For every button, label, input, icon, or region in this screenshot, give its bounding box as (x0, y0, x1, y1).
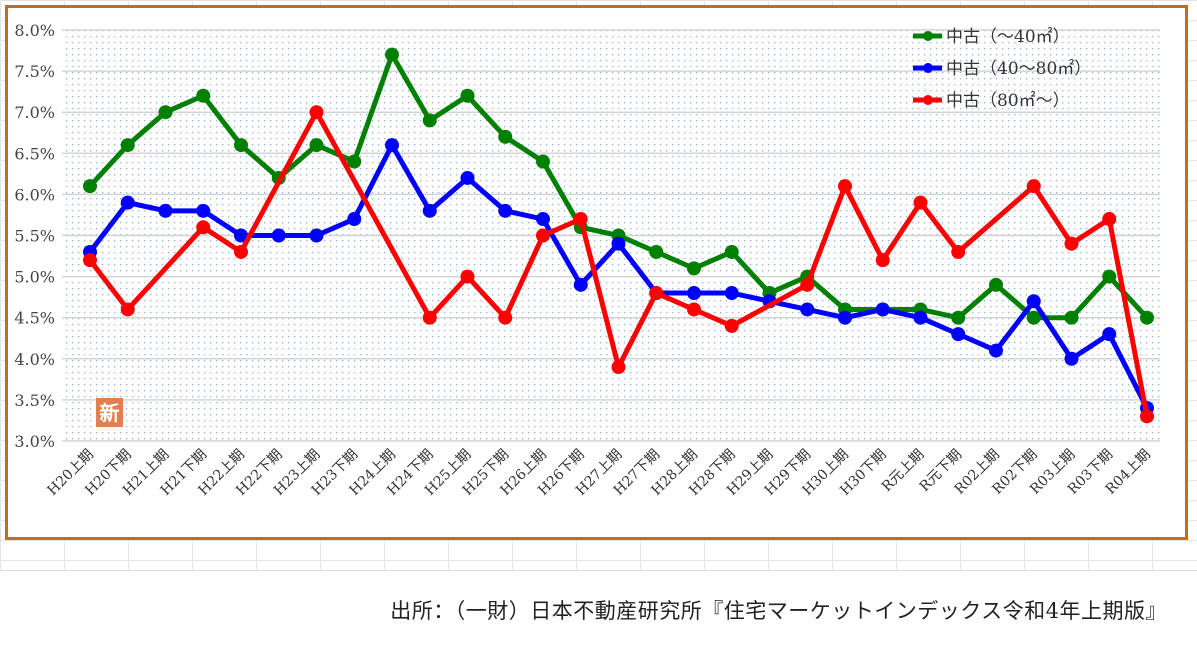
data-point (875, 253, 890, 268)
data-point (83, 253, 97, 268)
data-point (989, 343, 1003, 358)
data-point (875, 302, 890, 317)
data-point (649, 244, 664, 259)
y-tick-label: 7.0% (14, 103, 55, 122)
data-point (724, 244, 739, 259)
legend-marker (923, 63, 933, 73)
data-point (422, 203, 437, 218)
y-tick-label: 3.0% (14, 432, 55, 451)
new-stamp: 新 (96, 398, 123, 427)
data-point (422, 310, 437, 325)
data-point (385, 47, 399, 62)
data-point (611, 360, 626, 375)
y-tick-label: 8.0% (14, 21, 55, 40)
data-point (1026, 179, 1041, 194)
data-point (1064, 236, 1079, 251)
data-point (347, 212, 362, 227)
data-point (1140, 310, 1154, 325)
y-tick-label: 7.5% (14, 62, 55, 81)
data-point (687, 302, 701, 317)
legend-label: 中古（80㎡～） (946, 91, 1070, 111)
data-point (234, 228, 248, 243)
data-point (196, 220, 211, 235)
data-point (1102, 327, 1117, 342)
y-tick-label: 5.0% (14, 268, 55, 287)
y-tick-label: 6.5% (14, 144, 55, 163)
data-point (800, 302, 815, 317)
legend-label: 中古（40～80㎡） (946, 59, 1091, 79)
data-point (951, 310, 966, 325)
data-point (309, 228, 324, 243)
data-point (158, 203, 173, 218)
data-point (611, 236, 626, 251)
data-point (83, 179, 97, 194)
data-point (1064, 310, 1079, 325)
data-point (536, 212, 550, 227)
data-point (309, 138, 324, 153)
y-tick-label: 4.5% (14, 309, 55, 328)
data-point (951, 244, 966, 259)
data-point (422, 113, 437, 128)
data-point (234, 138, 248, 153)
legend-label: 中古（～40㎡） (946, 27, 1070, 47)
data-point (309, 105, 324, 120)
data-point (913, 310, 928, 325)
data-point (536, 228, 550, 243)
y-tick-label: 4.0% (14, 350, 55, 369)
y-tick-label: 3.5% (14, 391, 55, 410)
data-point (800, 277, 815, 292)
data-point (460, 170, 475, 185)
data-point (1102, 269, 1117, 284)
data-point (838, 179, 852, 194)
data-point (1064, 351, 1079, 366)
data-point (460, 269, 475, 284)
data-point (687, 286, 701, 301)
data-point (385, 138, 399, 153)
data-point (687, 261, 701, 276)
data-point (271, 228, 286, 243)
data-point (536, 154, 550, 169)
data-point (989, 277, 1003, 292)
data-point (158, 105, 173, 120)
y-tick-label: 6.0% (14, 185, 55, 204)
data-point (724, 286, 739, 301)
data-point (913, 195, 928, 210)
data-point (347, 154, 362, 169)
data-point (196, 203, 211, 218)
data-point (120, 302, 135, 317)
data-point (838, 310, 852, 325)
data-point (234, 244, 248, 259)
data-point (120, 195, 135, 210)
data-point (649, 286, 664, 301)
data-point (196, 88, 211, 103)
source-text: 出所：（一財）日本不動産研究所『住宅マーケットインデックス令和4年上期版』 (390, 599, 1167, 623)
new-stamp-text: 新 (100, 401, 120, 425)
legend-marker (923, 31, 933, 41)
data-point (1026, 310, 1041, 325)
data-point (498, 203, 513, 218)
data-point (1140, 409, 1154, 424)
data-point (573, 277, 588, 292)
data-point (498, 129, 513, 144)
legend-marker (923, 95, 933, 105)
data-point (120, 138, 135, 153)
data-point (724, 318, 739, 333)
source-footer: 出所：（一財）日本不動産研究所『住宅マーケットインデックス令和4年上期版』 (0, 570, 1197, 649)
data-point (951, 327, 966, 342)
data-point (573, 212, 588, 227)
y-tick-label: 5.5% (14, 227, 55, 246)
line-chart: 3.0% 3.5% 4.0% 4.5% 5.0% 5.5% 6.0% 6.5% 7.0% 7.5%… (14, 21, 1160, 499)
data-point (460, 88, 475, 103)
data-point (1102, 212, 1117, 227)
data-point (1026, 294, 1041, 309)
data-point (498, 310, 513, 325)
